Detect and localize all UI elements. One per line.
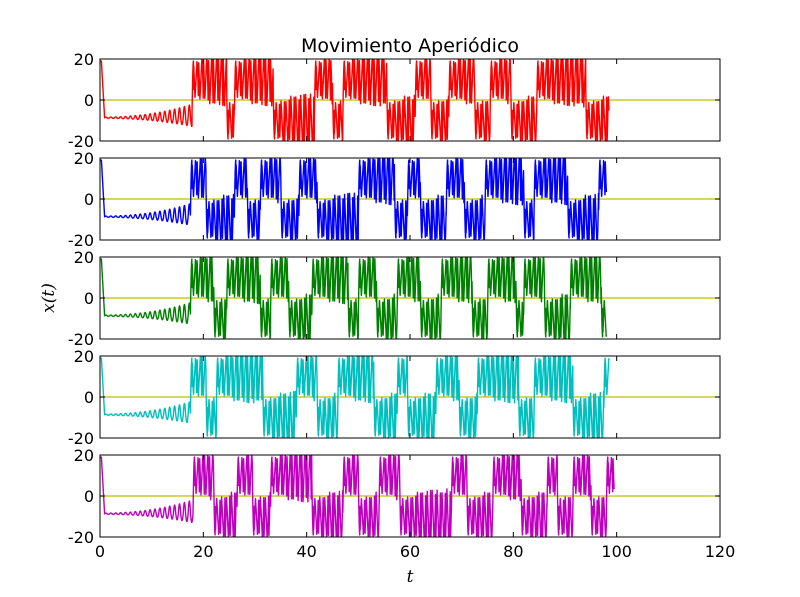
x-tick-label: 40: [296, 542, 316, 561]
subplot-5: 20 0 -20: [68, 446, 721, 547]
x-tick-label: 80: [503, 542, 523, 561]
y-tick-label: 0: [84, 289, 94, 308]
y-tick-label: -20: [68, 132, 94, 151]
y-tick-label: 0: [84, 91, 94, 110]
y-tick-label: -20: [68, 330, 94, 349]
subplot-2: 20 0 -20: [68, 149, 721, 250]
x-axis: 0 20 40 60 80 100 120: [95, 542, 735, 561]
y-tick-label: 20: [74, 347, 94, 366]
series-line: [100, 356, 610, 438]
y-tick-label: 0: [84, 487, 94, 506]
y-axis-label: x(t): [39, 283, 59, 313]
x-axis-label: t: [407, 567, 414, 587]
x-tick-label: 0: [95, 542, 105, 561]
y-tick-label: 20: [74, 50, 94, 69]
x-tick-label: 100: [601, 542, 632, 561]
x-tick-label: 20: [193, 542, 213, 561]
series-line: [100, 59, 610, 141]
x-tick-label: 60: [400, 542, 420, 561]
y-tick-label: -20: [68, 429, 94, 448]
y-tick-label: 20: [74, 248, 94, 267]
x-tick-label: 120: [705, 542, 736, 561]
y-tick-label: -20: [68, 231, 94, 250]
subplot-4: 20 0 -20: [68, 347, 721, 448]
y-tick-label: 0: [84, 388, 94, 407]
subplot-3: 20 0 -20: [68, 248, 721, 349]
y-tick-label: 20: [74, 149, 94, 168]
series-line: [100, 158, 608, 240]
series-line: [100, 257, 608, 339]
y-tick-label: -20: [68, 528, 94, 547]
y-tick-label: 0: [84, 190, 94, 209]
y-tick-label: 20: [74, 446, 94, 465]
subplot-1: 20 0 -20: [68, 50, 721, 151]
series-line: [100, 455, 615, 537]
chart-title: Movimiento Aperiódico: [301, 35, 519, 57]
